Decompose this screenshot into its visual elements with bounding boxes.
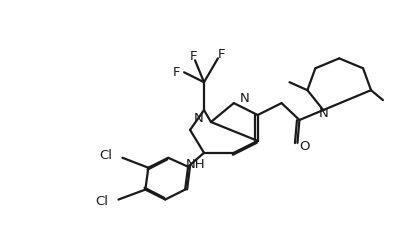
Text: N: N: [193, 113, 203, 125]
Text: F: F: [173, 66, 180, 79]
Text: N: N: [318, 107, 328, 119]
Text: Cl: Cl: [100, 149, 113, 162]
Text: F: F: [189, 50, 197, 63]
Text: N: N: [240, 92, 250, 105]
Text: F: F: [218, 48, 226, 61]
Text: NH: NH: [186, 158, 206, 171]
Text: O: O: [299, 140, 310, 153]
Text: Cl: Cl: [95, 195, 109, 208]
